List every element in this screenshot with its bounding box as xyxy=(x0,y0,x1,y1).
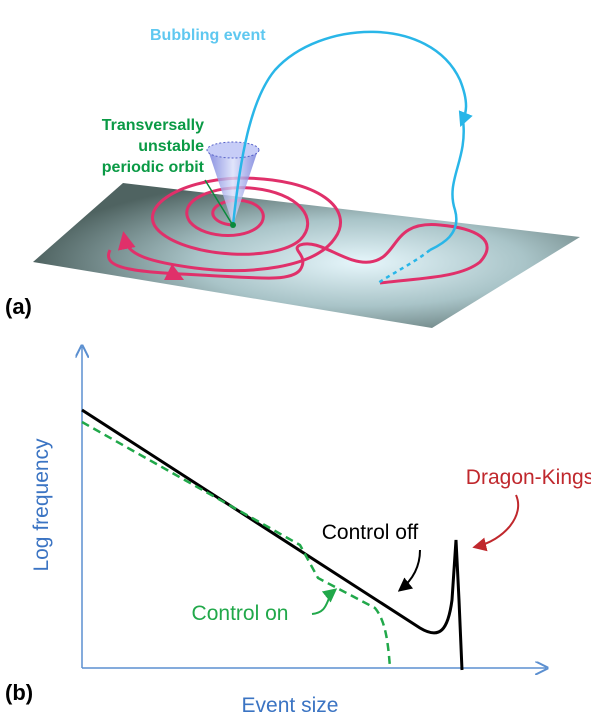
control-off-arrow xyxy=(400,550,420,590)
dragon-kings-label: Dragon-Kings xyxy=(466,466,591,489)
panel-label: (a) xyxy=(5,294,32,319)
orbit-label: Transversally xyxy=(102,117,204,134)
cone-top xyxy=(207,142,259,158)
dragon-kings-arrow xyxy=(475,495,518,547)
bubbling-path xyxy=(233,32,466,225)
bubbling-label: Bubbling event xyxy=(150,27,266,44)
y-axis-label: Log frequency xyxy=(30,438,53,572)
figure: Bubbling event Transversally unstable pe… xyxy=(0,0,591,718)
orbit-label: periodic orbit xyxy=(102,159,205,176)
phase-plane xyxy=(33,183,580,328)
orbit-label: unstable xyxy=(138,138,204,155)
x-axis-label: Event size xyxy=(242,694,339,717)
control-on-label: Control on xyxy=(192,602,289,625)
control-off-label: Control off xyxy=(322,521,419,544)
control-on-arrow xyxy=(312,590,335,614)
panel-label: (b) xyxy=(5,680,33,705)
periodic-orbit-point xyxy=(230,222,236,228)
control-on-curve xyxy=(82,422,390,668)
